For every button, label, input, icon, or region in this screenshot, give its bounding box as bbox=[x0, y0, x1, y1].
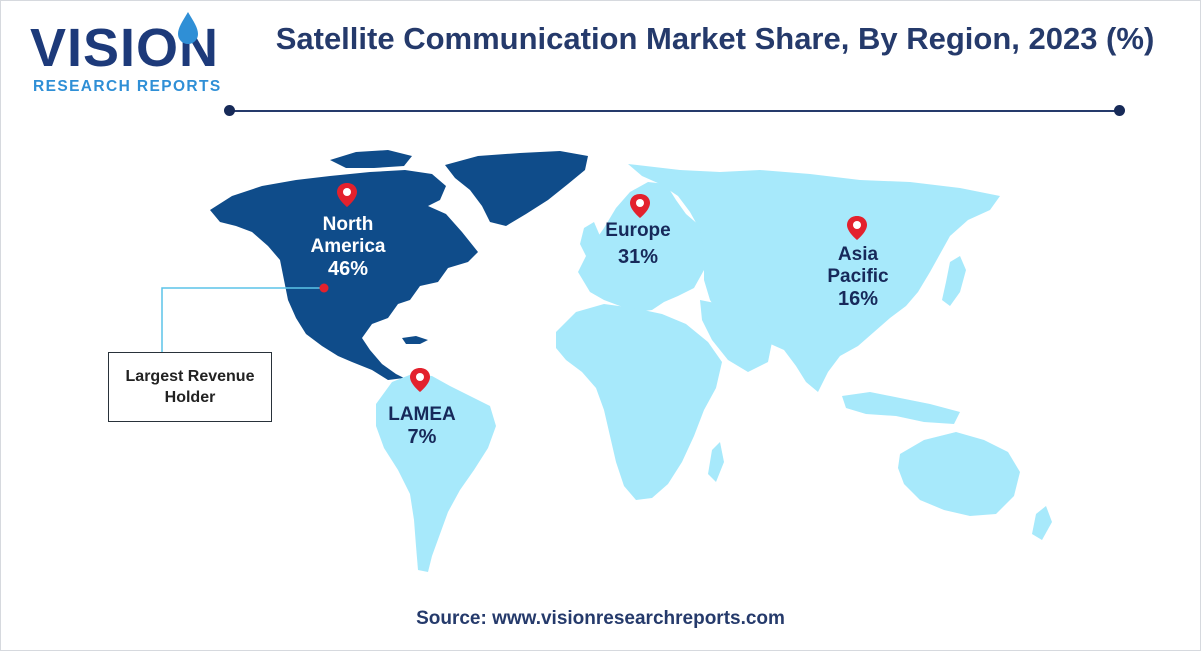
callout-anchor-dot bbox=[319, 283, 329, 293]
uk-shape bbox=[580, 222, 600, 256]
region-share-value: 16% bbox=[837, 288, 879, 310]
region-name-line1: LAMEA bbox=[388, 404, 456, 425]
indonesia-shape bbox=[842, 392, 960, 424]
logo-subtitle: RESEARCH REPORTS bbox=[33, 78, 222, 95]
region-label-asia-pacific: Asia Pacific 16% bbox=[810, 244, 906, 310]
region-label-europe: Europe 31% bbox=[592, 220, 684, 268]
title-divider bbox=[230, 110, 1120, 112]
region-label-lamea: LAMEA 7% bbox=[380, 404, 464, 448]
greenland-shape bbox=[445, 151, 588, 226]
source-note: Source: www.visionresearchreports.com bbox=[416, 608, 785, 629]
south-america-shape bbox=[376, 374, 496, 572]
japan-shape bbox=[942, 256, 966, 306]
map-pin-icon bbox=[847, 216, 867, 240]
madagascar-shape bbox=[708, 442, 724, 482]
region-share-value: 31% bbox=[617, 246, 659, 268]
logo-drop-icon bbox=[178, 12, 198, 44]
region-share-value: 7% bbox=[407, 426, 437, 448]
middle-east-shape bbox=[700, 300, 772, 372]
callout-leader-line bbox=[161, 287, 324, 352]
map-pin-icon bbox=[630, 194, 650, 218]
divider-dot-right bbox=[1114, 105, 1125, 116]
region-name-line2: Pacific bbox=[827, 266, 889, 287]
asia-shape bbox=[628, 164, 1000, 392]
africa-shape bbox=[556, 304, 722, 500]
region-name-line2: America bbox=[310, 236, 386, 257]
region-share-value: 46% bbox=[327, 258, 369, 280]
map-pin-icon bbox=[410, 368, 430, 392]
australia-shape bbox=[898, 432, 1020, 516]
europe-shape bbox=[578, 182, 706, 312]
north-america-shape bbox=[210, 170, 478, 380]
region-name-line1: North bbox=[322, 214, 374, 235]
new-zealand-shape bbox=[1032, 506, 1052, 540]
callout-text: Largest Revenue Holder bbox=[125, 368, 255, 406]
arctic-islands-shape bbox=[330, 150, 412, 168]
vision-logo: VISION RESEARCH REPORTS bbox=[30, 12, 230, 100]
map-pin-icon bbox=[337, 183, 357, 207]
region-name-line1: Asia bbox=[837, 244, 879, 265]
region-label-north-america: North America 46% bbox=[296, 214, 400, 280]
largest-revenue-callout: Largest Revenue Holder bbox=[108, 352, 272, 422]
region-name-line1: Europe bbox=[605, 220, 671, 241]
caribbean-shape bbox=[402, 336, 428, 344]
chart-title: Satellite Communication Market Share, By… bbox=[275, 21, 1155, 56]
divider-dot-left bbox=[224, 105, 235, 116]
